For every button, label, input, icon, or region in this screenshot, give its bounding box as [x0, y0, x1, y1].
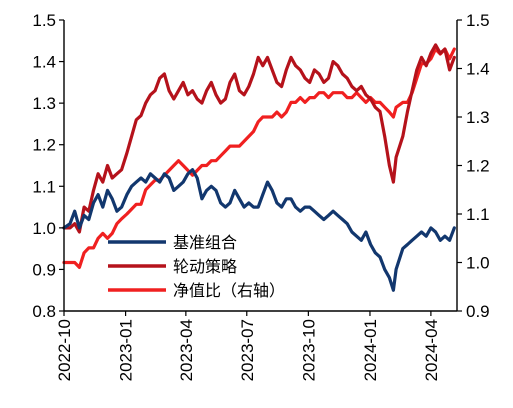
y-left-tick-label: 1.5 [32, 11, 56, 30]
y-left-tick-label: 1.0 [32, 219, 56, 238]
x-tick-label: 2023-07 [238, 319, 257, 381]
x-tick-label: 2024-01 [361, 319, 380, 381]
x-tick-label: 2023-04 [177, 319, 196, 381]
y-right-tick-label: 1.3 [466, 108, 490, 127]
series-lines [62, 43, 456, 292]
y-right-tick-label: 1.2 [466, 157, 490, 176]
y-left-tick-label: 1.1 [32, 177, 56, 196]
legend-label-0: 基准组合 [173, 233, 237, 252]
x-tick-label: 2023-10 [299, 319, 318, 381]
y-right-tick-label: 1.0 [466, 254, 490, 273]
y-left-tick-label: 0.9 [32, 260, 56, 279]
y-left-tick-label: 0.8 [32, 302, 56, 321]
x-tick-label: 2023-01 [117, 319, 136, 381]
legend-label-1: 轮动策略 [173, 257, 237, 276]
y-right-tick-label: 1.5 [466, 11, 490, 30]
tick-labels: 0.8 0.9 1.0 1.1 1.2 1.3 1.4 1.5 0.9 1.0 1.1 1.2 1.3 1… [32, 11, 489, 381]
y-left-tick-label: 1.2 [32, 136, 56, 155]
axes [59, 19, 462, 316]
x-tick-label: 2024-04 [422, 319, 441, 381]
y-left-tick-label: 1.4 [32, 53, 56, 72]
x-tick-label: 2022-10 [55, 319, 74, 381]
series-line-0 [62, 168, 456, 292]
y-right-tick-label: 0.9 [466, 302, 490, 321]
series-line-2 [62, 47, 456, 269]
y-left-tick-label: 1.3 [32, 94, 56, 113]
y-right-tick-label: 1.1 [466, 205, 490, 224]
legend-label-2: 净值比（右轴） [173, 281, 285, 300]
y-right-tick-label: 1.4 [466, 60, 490, 79]
series-line-1 [62, 43, 456, 234]
